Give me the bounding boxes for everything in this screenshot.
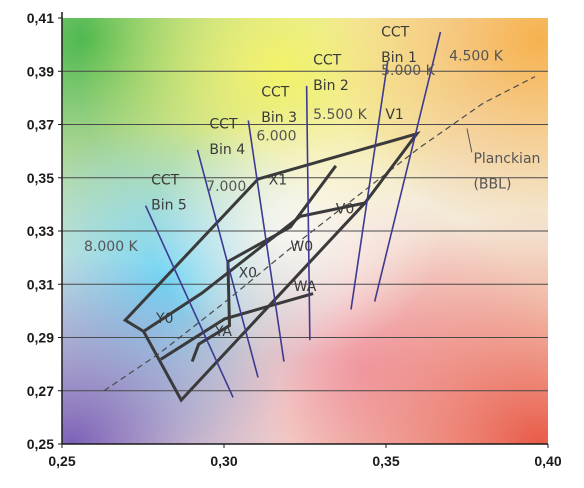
annotation-label: 5.000 K [381,63,436,79]
y-axis-tick-labels: 0,25 0,27 0,29 0,31 0,33 0,35 0,37 0,39 0,41 [27,10,62,452]
annotation-label: CCT [261,85,290,101]
annotation-label: V1 [385,107,403,123]
x-tick-label: 0,40 [534,453,561,469]
annotation-label: 7.000 [206,179,246,195]
annotation-label: Planckian [473,151,540,167]
y-tick-label: 0,27 [27,383,54,399]
x-tick-label: 0,25 [48,453,75,469]
y-tick-label: 0,41 [27,10,54,26]
y-tick-label: 0,37 [27,117,54,133]
annotation-label: Bin 5 [151,198,187,214]
annotation-label: (BBL) [473,176,511,192]
y-tick-label: 0,31 [27,276,54,292]
annotation-label: WA [294,279,317,295]
annotation-label: Bin 4 [209,142,245,158]
annotation-label: W0 [290,239,313,255]
annotation-label: CCT [151,172,180,188]
y-tick-label: 0,33 [27,223,54,239]
annotation-label: Bin 2 [313,78,349,94]
x-axis-tick-labels: 0,25 0,30 0,35 0,40 [48,444,561,469]
annotation-label: Y0 [155,311,173,327]
annotation-label: 8.000 K [84,239,139,255]
x-tick-label: 0,30 [210,453,237,469]
annotation-label: CCT [209,116,238,132]
annotation-label: CCT [381,25,410,41]
annotation-label: V0 [336,202,354,218]
x-tick-label: 0,35 [372,453,399,469]
y-tick-label: 0,25 [27,436,54,452]
annotation-label: Bin 3 [261,110,297,126]
y-tick-label: 0,35 [27,170,54,186]
y-tick-label: 0,39 [27,63,54,79]
y-tick-label: 0,29 [27,330,54,346]
annotation-label: YA [214,324,232,340]
annotation-label: X1 [269,172,288,188]
annotation-label: 4.500 K [449,49,504,65]
annotation-label: X0 [239,266,258,282]
annotation-label: 6.000 [256,128,296,144]
annotation-label: CCT [313,53,342,69]
annotation-label: 5.500 K [313,107,368,123]
